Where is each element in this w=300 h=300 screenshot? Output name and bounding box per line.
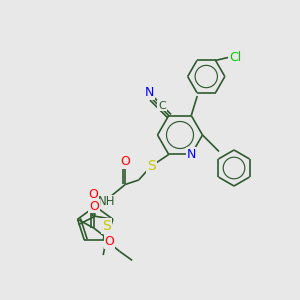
Text: C: C [158, 101, 166, 111]
Text: O: O [120, 155, 130, 168]
Text: N: N [145, 86, 154, 99]
Text: O: O [105, 235, 115, 248]
Text: NH: NH [98, 195, 116, 208]
Text: S: S [102, 219, 111, 233]
Text: O: O [88, 188, 98, 200]
Text: Cl: Cl [229, 51, 241, 64]
Text: S: S [147, 159, 156, 173]
Text: N: N [187, 148, 196, 161]
Text: O: O [89, 200, 99, 212]
